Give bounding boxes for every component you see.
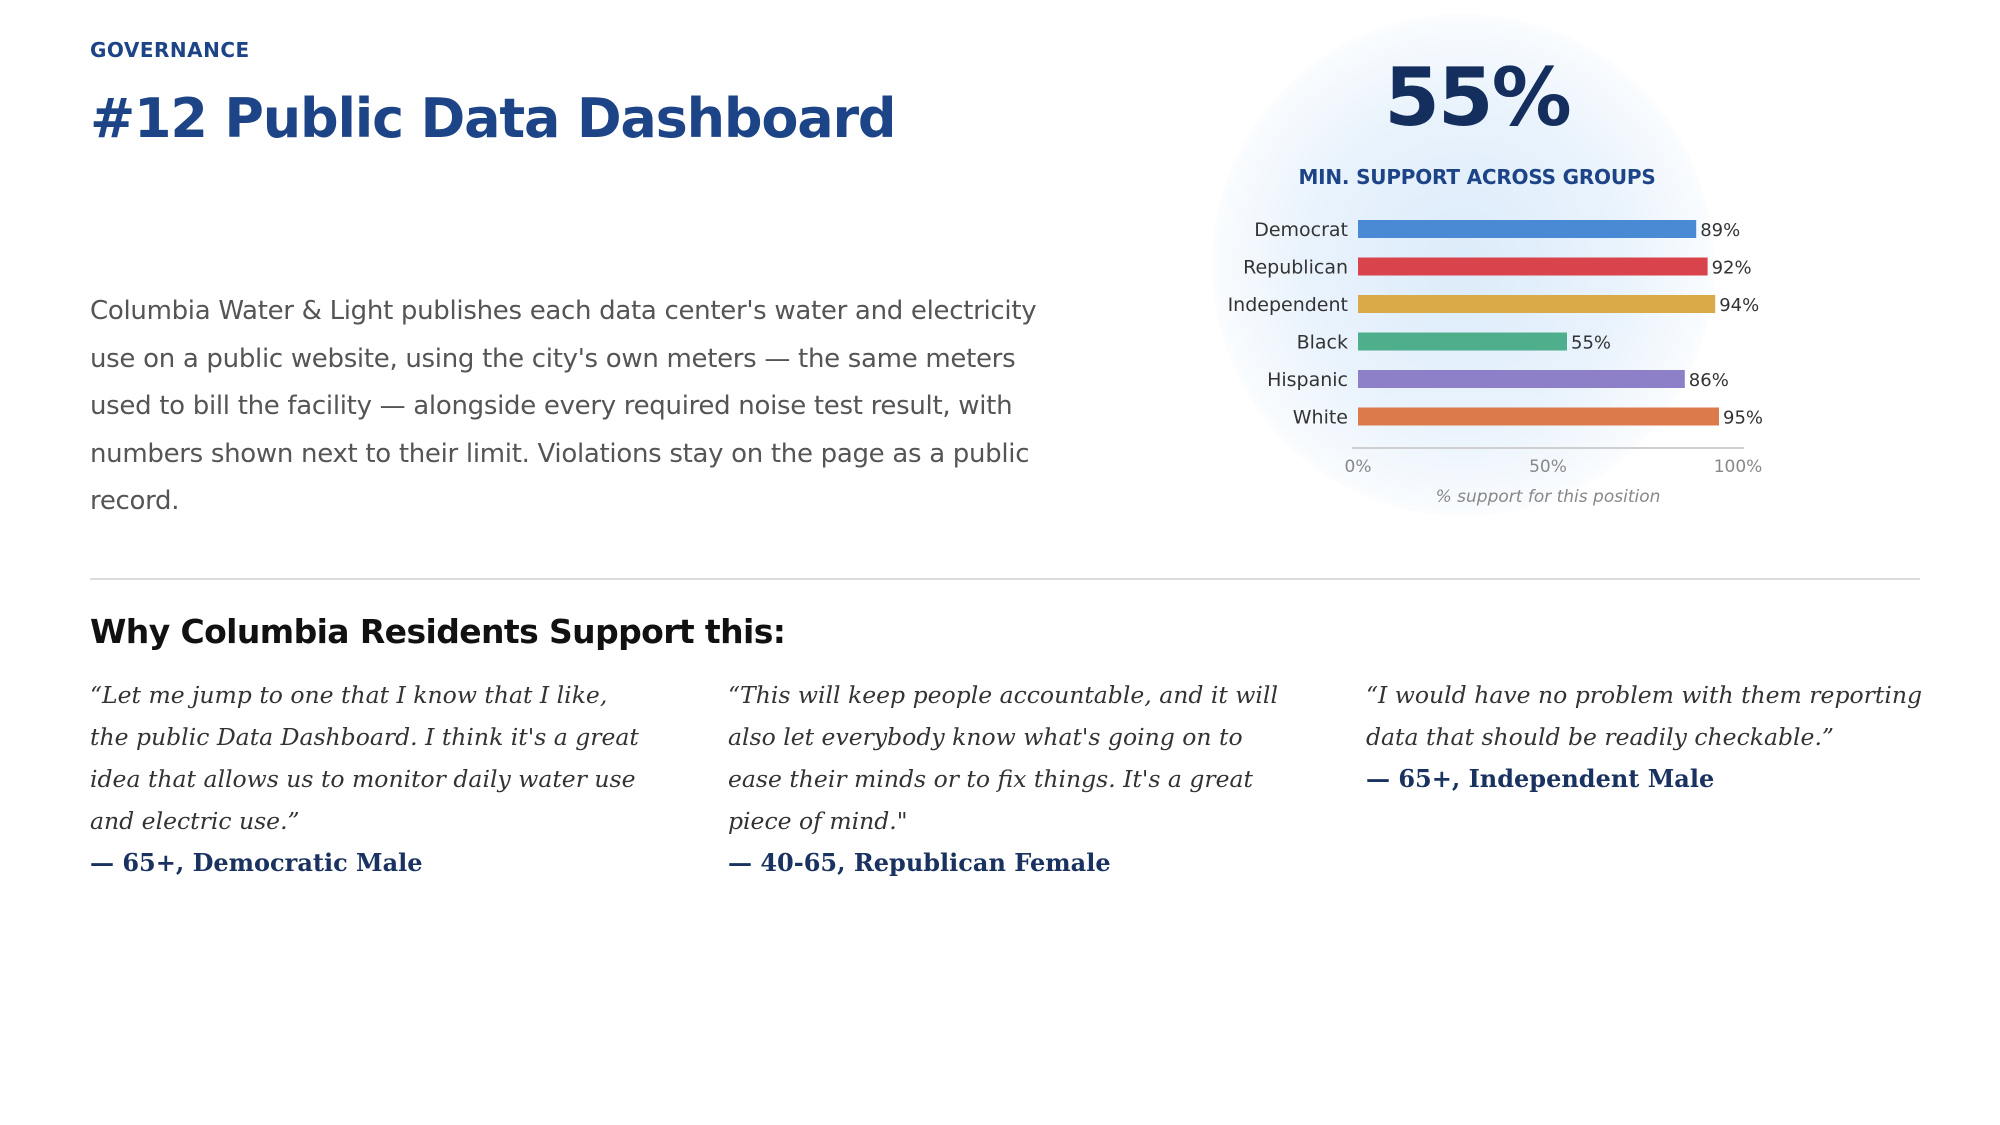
value-label: 92%	[1712, 258, 1752, 279]
category-label: Hispanic	[1267, 369, 1348, 391]
section-divider	[90, 578, 1920, 580]
quote-card: “This will keep people accountable, and …	[728, 674, 1288, 884]
x-tick-label: 0%	[1345, 457, 1372, 477]
page-title: #12 Public Data Dashboard	[90, 87, 897, 150]
quote-card: “I would have no problem with them repor…	[1366, 674, 1926, 800]
value-label: 94%	[1719, 295, 1759, 316]
bar-independent	[1358, 295, 1716, 313]
x-tick-label: 100%	[1714, 457, 1763, 477]
bar-black	[1358, 332, 1567, 351]
category-label: White	[1293, 407, 1348, 429]
quote-text: “This will keep people accountable, and …	[728, 681, 1278, 835]
category-label: GOVERNANCE	[90, 38, 250, 62]
quote-text: “Let me jump to one that I know that I l…	[90, 681, 639, 835]
value-label: 55%	[1571, 333, 1611, 354]
bar-hispanic	[1358, 370, 1685, 388]
category-label: Democrat	[1254, 219, 1348, 241]
x-axis-title: % support for this position	[1436, 487, 1661, 507]
bar-white	[1358, 407, 1719, 426]
value-label: 95%	[1723, 408, 1763, 429]
category-label: Independent	[1228, 294, 1348, 316]
policy-description: Columbia Water & Light publishes each da…	[90, 296, 1037, 516]
value-label: 86%	[1689, 370, 1729, 391]
category-label: Black	[1297, 332, 1348, 354]
min-support-value: 55%	[1384, 51, 1571, 144]
min-support-label: MIN. SUPPORT ACROSS GROUPS	[1298, 165, 1656, 189]
value-label: 89%	[1700, 220, 1740, 241]
quote-attribution: — 65+, Democratic Male	[90, 848, 423, 877]
bar-democrat	[1358, 220, 1697, 238]
quote-attribution: — 65+, Independent Male	[1366, 764, 1715, 793]
quote-text: “I would have no problem with them repor…	[1366, 681, 1923, 751]
category-label: Republican	[1243, 257, 1348, 279]
quote-card: “Let me jump to one that I know that I l…	[90, 674, 650, 884]
section-title: Why Columbia Residents Support this:	[90, 612, 786, 651]
x-tick-label: 50%	[1529, 457, 1567, 477]
support-bar-chart: Democrat 89% Republican 92% Independent 94% Bl…	[1228, 219, 1763, 507]
quote-attribution: — 40-65, Republican Female	[728, 848, 1111, 877]
bar-republican	[1358, 257, 1708, 276]
